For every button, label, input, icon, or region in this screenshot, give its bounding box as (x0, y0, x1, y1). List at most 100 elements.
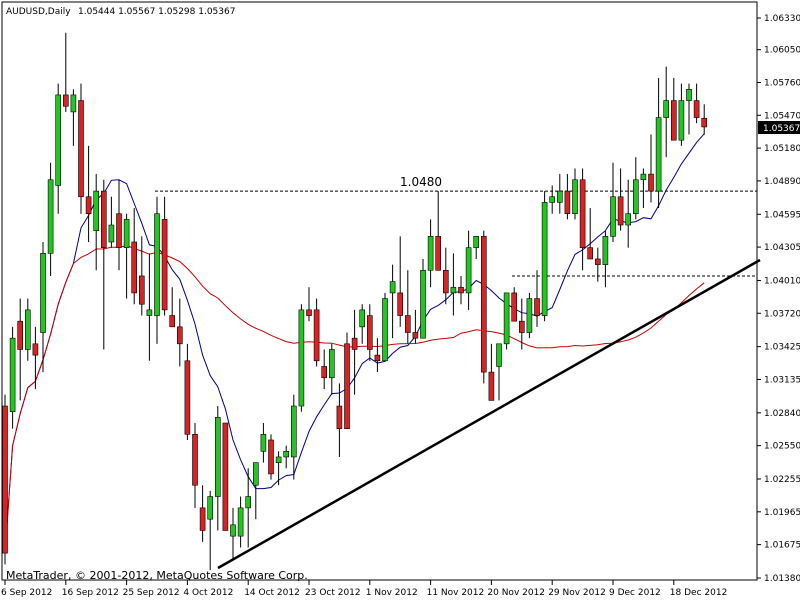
candle-body (55, 94, 62, 186)
candle (534, 270, 540, 327)
candle (161, 196, 168, 316)
candle-body (306, 309, 312, 316)
candle-body (260, 434, 267, 452)
time-axis[interactable]: 6 Sep 2012 16 Sep 2012 25 Sep 2012 4 Oct 20… (1, 580, 727, 598)
candle-body (268, 439, 274, 475)
candle-body (473, 236, 480, 248)
candle-body (450, 286, 457, 294)
candle (313, 298, 320, 367)
candle (632, 157, 639, 220)
price-tick-label: 1.02255 (764, 475, 800, 485)
candle (139, 236, 145, 316)
candle-body (579, 179, 586, 248)
chart-ohlc: 1.05444 1.05567 1.05298 1.05367 (78, 7, 235, 17)
candle (526, 292, 533, 339)
candle (2, 394, 8, 565)
time-tick-label: 1 Nov 2012 (366, 588, 418, 598)
current-price-tag: 1.05367 (758, 121, 800, 134)
candle-body (503, 292, 510, 345)
candle-body (602, 236, 609, 265)
candle (412, 309, 419, 344)
candle (670, 77, 677, 141)
candle-body (693, 100, 700, 118)
candle (101, 179, 107, 350)
candle-body (101, 190, 107, 248)
candle (199, 485, 206, 542)
candle (541, 191, 548, 322)
candle-body (298, 309, 305, 407)
chart-symbol: AUDUSD,Daily (6, 7, 71, 17)
price-tick-label: 1.05760 (764, 78, 800, 88)
candle-body (412, 332, 419, 339)
candle-body (207, 496, 213, 520)
candle (78, 83, 84, 214)
price-axis[interactable]: 1.06330 1.06050 1.05760 1.05470 1.05180 1.048… (757, 14, 800, 584)
candle (351, 309, 358, 395)
candle-body (62, 94, 69, 107)
candle (442, 247, 449, 305)
candle-body (701, 117, 708, 128)
candle-body (313, 309, 320, 362)
candle (283, 445, 290, 469)
candle-body (290, 405, 297, 458)
candle (24, 298, 31, 361)
candle (123, 213, 130, 299)
trendline[interactable] (217, 258, 761, 570)
candle (655, 77, 662, 209)
candle-body (9, 337, 16, 412)
candle (70, 89, 77, 146)
candles (2, 32, 708, 571)
price-tick-label: 1.02840 (764, 409, 800, 419)
candle-body (465, 247, 472, 294)
candle-body (192, 434, 198, 486)
candle-body (397, 292, 404, 316)
price-tick-label: 1.05180 (764, 144, 800, 154)
candle-body (344, 343, 350, 429)
candle-body (420, 269, 426, 339)
candle (169, 287, 175, 328)
candle-body (496, 343, 502, 367)
price-tick-label: 1.04595 (764, 210, 800, 220)
time-tick-label: 20 Nov 2012 (487, 588, 545, 598)
candle-body (670, 100, 677, 141)
candle-body (564, 190, 571, 215)
candle (154, 196, 160, 344)
candle (344, 332, 350, 429)
time-tick-label: 4 Oct 2012 (183, 588, 233, 598)
candle (404, 270, 411, 344)
candle (450, 253, 457, 316)
candle-body (253, 462, 259, 486)
candle-body (648, 173, 654, 192)
candle-body (275, 456, 282, 463)
candle (693, 83, 700, 124)
candle-body (245, 496, 251, 509)
candle (230, 507, 236, 559)
current-price-box (758, 121, 800, 134)
candle (9, 326, 16, 429)
candle-body (321, 366, 328, 379)
candle (625, 179, 632, 248)
candle (587, 208, 594, 260)
price-tick-label: 1.06050 (764, 46, 800, 56)
candle (663, 66, 670, 158)
candle (215, 406, 221, 531)
time-tick-label: 16 Sep 2012 (62, 588, 119, 598)
price-tick-label: 1.05470 (764, 111, 800, 121)
plot-frame (1, 1, 758, 581)
candle (260, 423, 267, 463)
candle-body (161, 219, 168, 311)
candle-body (526, 298, 533, 333)
candle-body (549, 196, 556, 203)
candle-body (458, 286, 464, 294)
time-tick-label: 9 Dec 2012 (609, 588, 661, 598)
candle (480, 230, 487, 384)
candle (40, 242, 46, 373)
candle (458, 275, 464, 305)
candle (503, 292, 510, 350)
time-tick-label: 14 Oct 2012 (244, 588, 300, 598)
candle-body (655, 117, 662, 192)
price-tick-label: 1.04305 (764, 243, 800, 253)
candle (17, 298, 24, 401)
candle-body (427, 236, 434, 271)
